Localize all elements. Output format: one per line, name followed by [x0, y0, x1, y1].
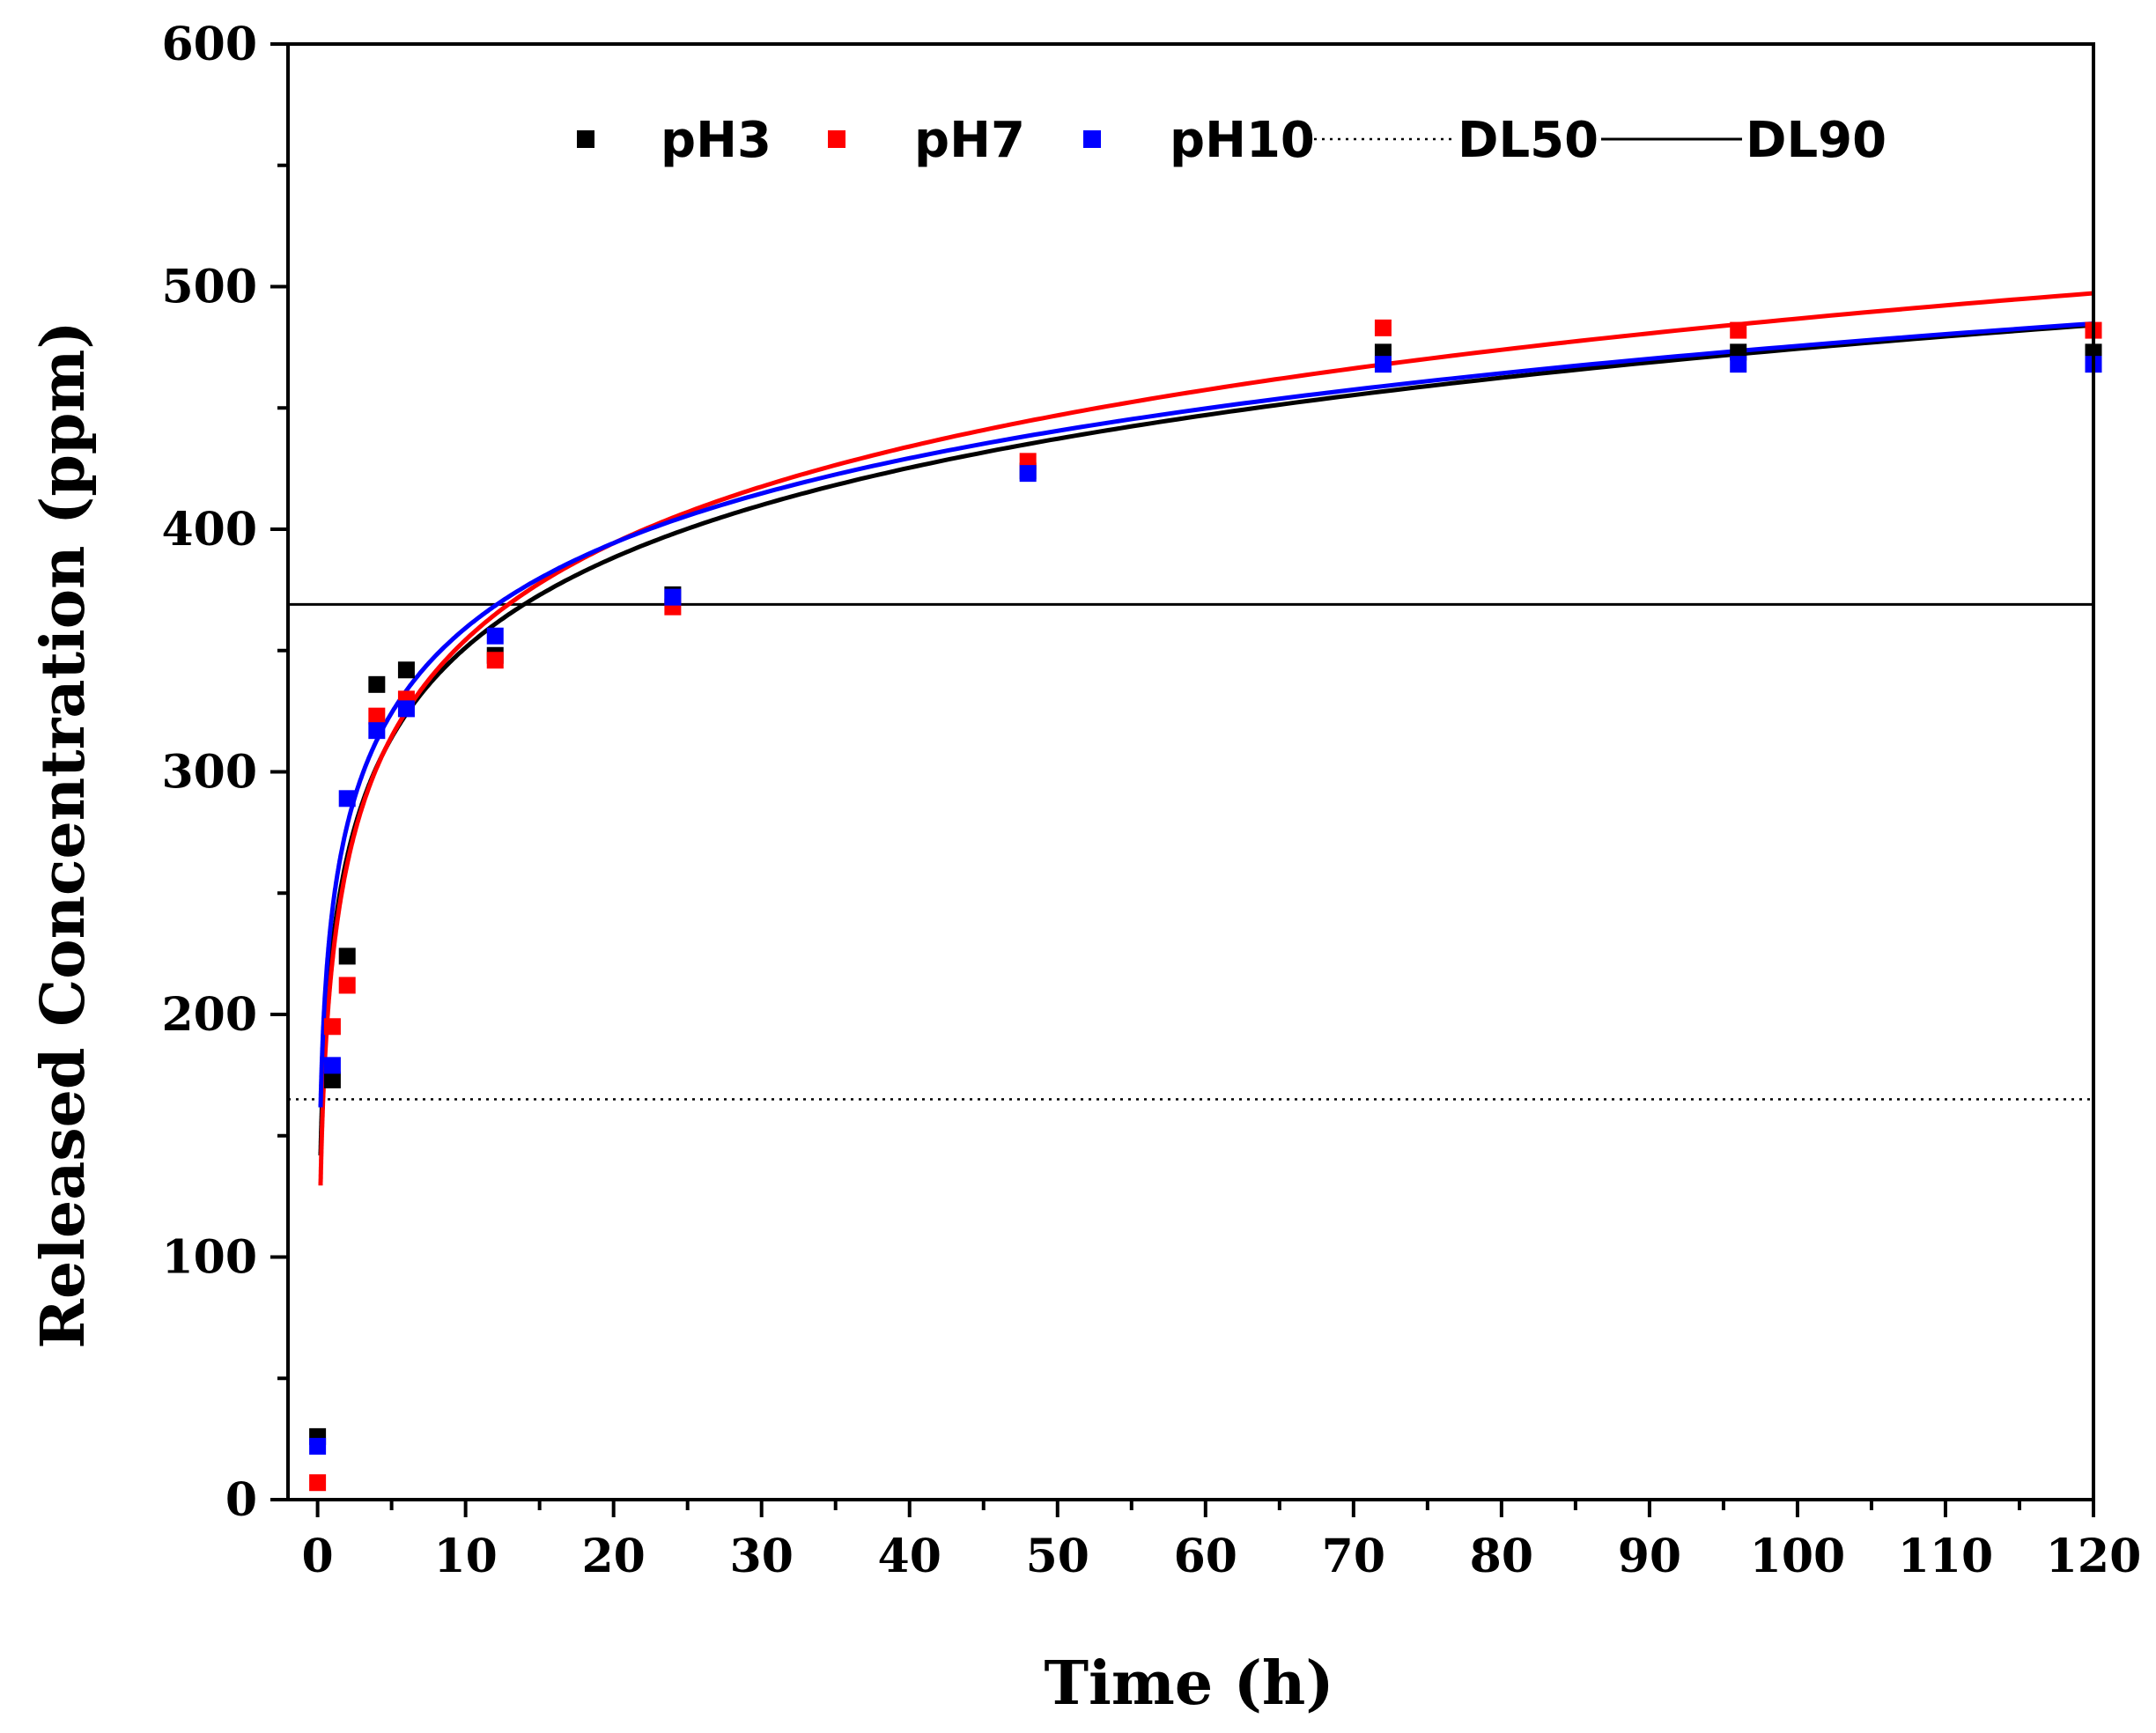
- data-point-ph10: [309, 1437, 327, 1455]
- y-tick-label: 600: [161, 18, 257, 71]
- data-point-ph10: [397, 700, 415, 718]
- x-tick-label: 80: [1470, 1530, 1533, 1583]
- data-point-ph10: [1019, 465, 1037, 483]
- x-tick-label: 70: [1322, 1530, 1385, 1583]
- x-tick-label: 10: [433, 1530, 497, 1583]
- data-point-ph7: [486, 652, 504, 669]
- x-axis-title: Time (h): [1044, 1648, 1333, 1719]
- legend-label-dl50: DL50: [1458, 112, 1599, 169]
- data-point-ph7: [1374, 319, 1392, 336]
- legend-label-ph10: pH10: [1170, 112, 1315, 169]
- data-points: [309, 319, 2102, 1492]
- data-point-ph10: [1374, 356, 1392, 373]
- y-axis-title: Released Concentration (ppm): [28, 321, 99, 1348]
- x-tick-label: 50: [1026, 1530, 1089, 1583]
- legend-label-ph3: pH3: [661, 112, 772, 169]
- data-point-ph7: [323, 1018, 341, 1036]
- legend-marker-ph10: [1083, 130, 1101, 148]
- data-point-ph7: [309, 1474, 327, 1492]
- fit-curves: [318, 291, 2094, 1186]
- x-tick-label: 90: [1618, 1530, 1681, 1583]
- fit-curve-ph3: [318, 322, 2094, 1156]
- data-point-ph3: [368, 675, 386, 693]
- data-point-ph10: [664, 588, 682, 606]
- data-point-ph3: [323, 1071, 341, 1088]
- legend: pH3 pH7 pH10 DL50 DL90: [577, 112, 1886, 169]
- data-point-ph3: [397, 661, 415, 679]
- x-tick-label: 40: [878, 1530, 941, 1583]
- x-tick-label: 120: [2046, 1530, 2142, 1583]
- data-point-ph10: [323, 1057, 341, 1074]
- y-tick-label: 200: [161, 988, 257, 1042]
- y-axis: 0 100 200 300 400 500 600: [161, 18, 288, 1527]
- y-tick-label: 500: [161, 261, 257, 314]
- y-tick-label: 300: [161, 746, 257, 800]
- y-tick-label: 400: [161, 503, 257, 557]
- x-tick-label: 60: [1174, 1530, 1237, 1583]
- data-point-ph10: [368, 722, 386, 740]
- data-point-ph7: [1730, 321, 1747, 339]
- x-axis: 0 10 20 30 40 50 60 70 80 90 100 110 120: [302, 1500, 2142, 1583]
- legend-label-ph7: pH7: [914, 112, 1025, 169]
- x-tick-label: 110: [1898, 1530, 1994, 1583]
- data-point-ph7: [338, 977, 356, 994]
- y-tick-label: 0: [225, 1473, 257, 1527]
- y-tick-label: 100: [161, 1231, 257, 1285]
- fit-curve-ph7: [318, 291, 2094, 1186]
- data-point-ph7: [368, 707, 386, 725]
- x-tick-label: 30: [730, 1530, 794, 1583]
- data-point-ph10: [1730, 356, 1747, 373]
- legend-marker-ph3: [577, 130, 594, 148]
- x-tick-label: 20: [581, 1530, 645, 1583]
- plot-frame: [286, 42, 2095, 1501]
- legend-marker-ph7: [828, 130, 845, 148]
- x-tick-label: 100: [1750, 1530, 1846, 1583]
- data-point-ph10: [338, 790, 356, 808]
- x-tick-label: 0: [302, 1530, 334, 1583]
- legend-label-dl90: DL90: [1746, 112, 1886, 169]
- reference-lines: [288, 602, 2093, 1101]
- data-point-ph3: [338, 948, 356, 965]
- fit-curve-ph10: [318, 321, 2094, 1108]
- data-point-ph10: [486, 627, 504, 645]
